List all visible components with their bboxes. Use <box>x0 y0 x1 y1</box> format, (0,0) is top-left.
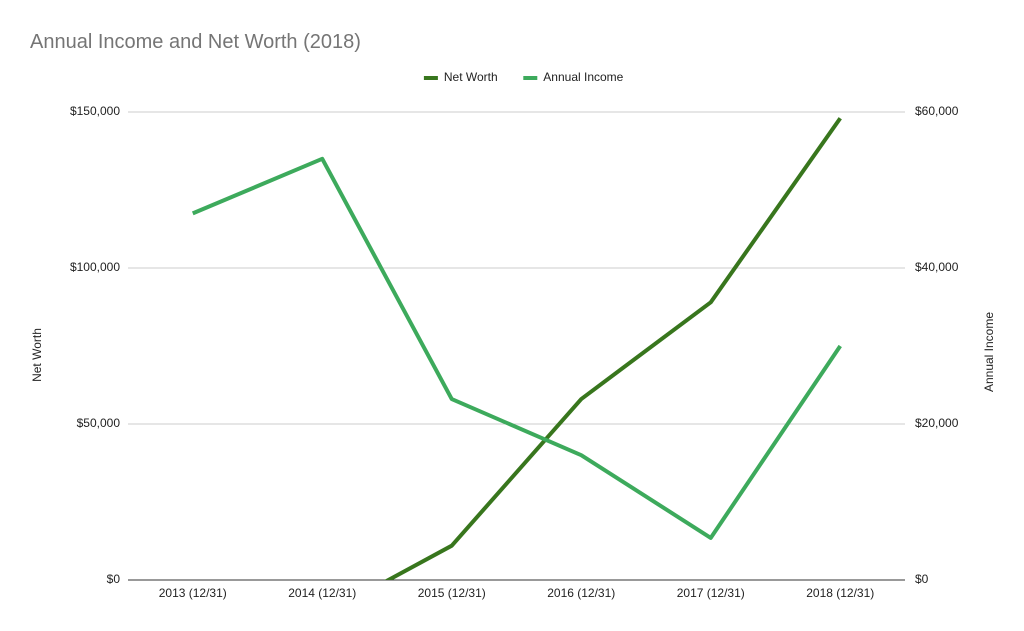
x-tick-label: 2014 (12/31) <box>288 586 356 600</box>
y-axis-label: Net Worth <box>30 328 44 382</box>
legend-label: Net Worth <box>444 70 498 84</box>
series-line <box>191 156 842 540</box>
y-tick-label: $150,000 <box>70 104 120 118</box>
x-tick-label: 2013 (12/31) <box>159 586 227 600</box>
plot-area <box>191 117 842 580</box>
y-tick-label: $50,000 <box>77 416 121 430</box>
y-tick-label: $0 <box>107 572 121 586</box>
x-tick-label: 2016 (12/31) <box>547 586 615 600</box>
grid <box>128 111 905 581</box>
y2-tick-label: $0 <box>915 572 929 586</box>
x-tick-label: 2017 (12/31) <box>677 586 745 600</box>
y2-tick-label: $20,000 <box>915 416 959 430</box>
x-tick-label: 2018 (12/31) <box>806 586 874 600</box>
legend-label: Annual Income <box>543 70 623 84</box>
y2-tick-label: $60,000 <box>915 104 959 118</box>
chart-title: Annual Income and Net Worth (2018) <box>30 31 361 53</box>
y-tick-label: $100,000 <box>70 260 120 274</box>
y2-tick-label: $40,000 <box>915 260 959 274</box>
series-line <box>384 117 842 580</box>
x-tick-label: 2015 (12/31) <box>418 586 486 600</box>
y2-axis-label: Annual Income <box>982 312 996 392</box>
